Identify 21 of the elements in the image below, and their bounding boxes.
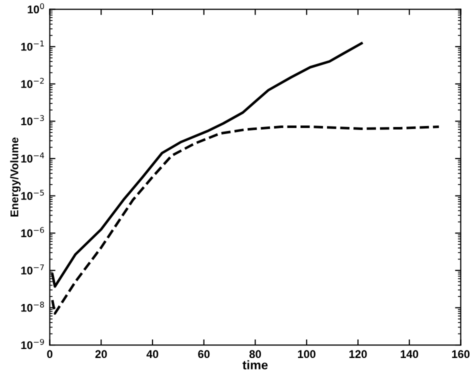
y-tick-label: 10$^{−3}$ [21,115,44,126]
y-axis-title: Energy/Volume [10,138,21,216]
x-tick-label: 20 [95,350,107,358]
y-tick-label: 10$^{−1}$ [21,40,44,51]
y-tick-label: 10$^{−6}$ [21,227,44,238]
y-tick-label: 10$^{0}$ [28,3,44,14]
x-tick-label: 0 [47,350,52,358]
x-tick-label: 100 [298,350,316,358]
y-tick-label: 10$^{−7}$ [21,264,44,274]
x-tick-label: 80 [249,350,261,358]
y-tick-label: 10$^{−8}$ [21,302,44,312]
y-tick-label: 10$^{−4}$ [21,152,44,163]
y-tick-label: 10$^{−5}$ [21,190,44,200]
x-axis-title: time [242,360,268,370]
x-tick-label: 120 [349,350,367,358]
x-tick-label: 140 [400,350,418,358]
y-tick-label: 10$^{−2}$ [21,78,44,88]
x-tick-label: 60 [198,350,210,358]
y-tick-label: 10$^{−9}$ [21,338,44,350]
x-tick-label: 160 [452,350,470,358]
x-tick-label: 40 [146,350,158,358]
